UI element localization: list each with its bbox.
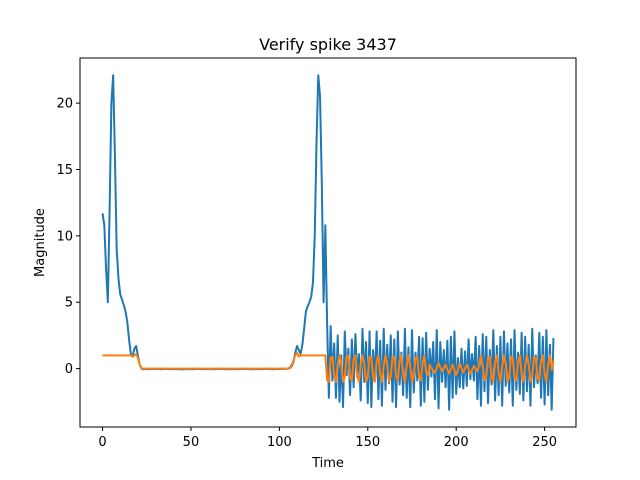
x-tick-label: 150 (355, 435, 380, 450)
y-tick-label: 15 (56, 163, 73, 178)
y-axis-ticks: 0 5 10 15 20 (56, 97, 80, 377)
x-tick-label: 50 (183, 435, 200, 450)
plot-frame (79, 57, 577, 428)
y-tick-label: 20 (56, 97, 73, 112)
x-axis-ticks: 0 50 100 150 200 250 (98, 427, 557, 450)
x-tick-label: 100 (267, 435, 292, 450)
series-2-line (102, 351, 555, 383)
x-axis-label: Time (311, 456, 344, 471)
y-axis-label: Magnitude (33, 208, 48, 277)
y-tick-label: 10 (56, 229, 73, 244)
x-tick-label: 250 (532, 435, 557, 450)
chart-title: Verify spike 3437 (259, 35, 397, 54)
y-tick-label: 5 (65, 296, 73, 311)
x-tick-label: 200 (444, 435, 469, 450)
y-tick-label: 0 (65, 362, 73, 377)
series-layer (101, 74, 555, 411)
x-tick-label: 0 (98, 435, 106, 450)
